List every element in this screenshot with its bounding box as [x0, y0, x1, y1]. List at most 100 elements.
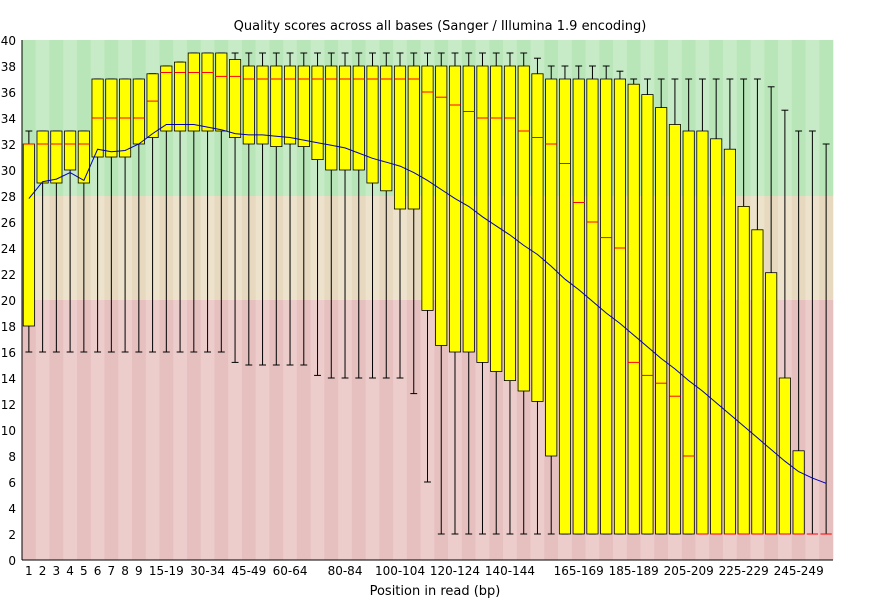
x-tick-label: 6	[94, 564, 102, 578]
iqr-box	[655, 107, 668, 535]
zone-2-stripe	[338, 300, 353, 560]
zone-2-stripe	[173, 300, 188, 560]
zone-2-stripe	[214, 300, 229, 560]
iqr-box	[77, 130, 90, 184]
iqr-box	[256, 65, 269, 145]
y-tick-label: 38	[1, 60, 16, 74]
x-tick-label: 8	[121, 564, 129, 578]
y-tick-label: 12	[1, 398, 16, 412]
iqr-box	[284, 65, 297, 145]
zone-2-stripe	[145, 300, 160, 560]
y-tick-label: 8	[8, 450, 16, 464]
zone-2-stripe	[310, 300, 325, 560]
y-tick-label: 40	[1, 34, 16, 48]
iqr-box	[36, 130, 49, 184]
iqr-box	[476, 65, 489, 363]
iqr-box	[270, 65, 283, 147]
x-tick-label: 205-209	[664, 564, 714, 578]
iqr-box	[338, 65, 352, 171]
x-tick-label: 3	[53, 564, 61, 578]
x-tick-label: 165-169	[554, 564, 604, 578]
iqr-box	[229, 59, 242, 138]
iqr-box	[613, 78, 626, 535]
x-tick-label: 60-64	[273, 564, 308, 578]
x-tick-label: 5	[80, 564, 88, 578]
zone-2-stripe	[35, 300, 50, 560]
iqr-box	[765, 272, 778, 535]
iqr-box	[696, 130, 709, 535]
iqr-box	[146, 73, 159, 138]
x-tick-label: 185-189	[609, 564, 659, 578]
iqr-box	[421, 65, 434, 311]
zone-2-stripe	[186, 300, 201, 560]
iqr-box	[641, 94, 654, 535]
y-tick-label: 30	[1, 164, 16, 178]
zone-2-stripe	[365, 300, 380, 560]
zone-0-stripe	[819, 40, 834, 196]
x-tick-label: 7	[108, 564, 116, 578]
zone-2-stripe	[118, 300, 133, 560]
iqr-box	[160, 65, 173, 132]
iqr-box	[352, 65, 365, 171]
iqr-box	[407, 65, 420, 210]
iqr-box	[366, 65, 379, 184]
y-tick-label: 26	[1, 216, 16, 230]
x-tick-label: 120-124	[430, 564, 480, 578]
boxes-layer	[22, 52, 805, 535]
y-tick-label: 16	[1, 346, 16, 360]
iqr-box	[572, 78, 585, 535]
zone-2-stripe	[324, 300, 339, 560]
iqr-box	[311, 65, 324, 160]
zone-2-stripe	[351, 300, 366, 560]
y-tick-label: 28	[1, 190, 16, 204]
iqr-box	[297, 65, 310, 147]
x-tick-label: 225-229	[719, 564, 769, 578]
iqr-box	[627, 83, 640, 535]
y-tick-label: 0	[8, 554, 16, 568]
iqr-box	[132, 78, 145, 145]
y-tick-label: 34	[1, 112, 16, 126]
iqr-box	[792, 450, 805, 535]
x-tick-label: 15-19	[149, 564, 184, 578]
iqr-box	[586, 78, 599, 535]
zone-2-stripe	[90, 300, 105, 560]
iqr-box	[435, 65, 448, 346]
y-tick-label: 6	[8, 476, 16, 490]
zone-0-stripe	[791, 40, 806, 196]
zone-2-stripe	[406, 300, 421, 560]
zone-2-stripe	[49, 300, 64, 560]
iqr-box	[517, 65, 530, 392]
iqr-box	[778, 377, 791, 535]
iqr-box	[22, 143, 35, 327]
iqr-box	[215, 52, 228, 132]
medians-layer	[23, 72, 832, 535]
zone-2-stripe	[200, 300, 215, 560]
x-tick-label: 9	[135, 564, 143, 578]
iqr-box	[242, 65, 255, 145]
y-tick-label: 32	[1, 138, 16, 152]
x-tick-label: 30-34	[190, 564, 225, 578]
iqr-box	[531, 73, 544, 402]
iqr-box	[503, 65, 517, 382]
x-tick-label: 100-104	[375, 564, 425, 578]
zone-2-stripe	[63, 300, 78, 560]
iqr-box	[393, 65, 407, 210]
iqr-box	[723, 148, 736, 535]
x-axis-tick-labels: 1 2 3 4 5 6 7 8 9 15-19 30-34 45-49 60-64 80-84 100-10…	[25, 564, 824, 578]
zone-2-stripe	[159, 300, 174, 560]
zone-2-stripe	[228, 300, 243, 560]
iqr-box	[600, 78, 613, 535]
zone-2-stripe	[22, 300, 37, 560]
mean-quality-line	[28, 124, 827, 484]
iqr-box	[64, 130, 77, 171]
iqr-box	[380, 65, 393, 192]
iqr-box	[174, 61, 187, 132]
zone-2-stripe	[76, 300, 92, 560]
zone-2-stripe	[393, 300, 408, 560]
x-tick-label: 80-84	[328, 564, 363, 578]
chart-title: Quality scores across all bases (Sanger …	[234, 19, 647, 34]
y-tick-label: 4	[8, 502, 16, 516]
x-tick-label: 1	[25, 564, 33, 578]
